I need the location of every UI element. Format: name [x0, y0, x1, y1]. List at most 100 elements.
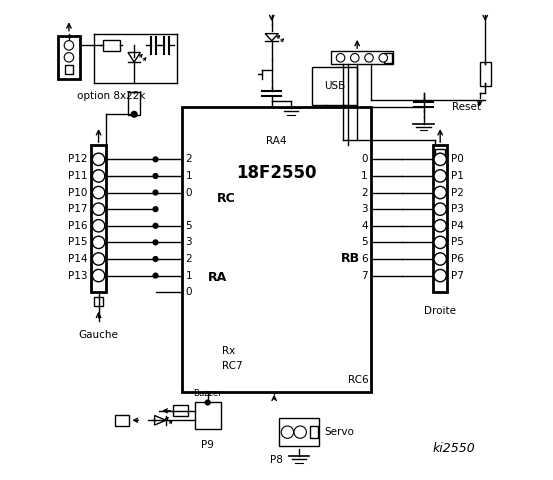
Bar — [115, 415, 129, 426]
Text: P15: P15 — [68, 238, 88, 247]
Text: P13: P13 — [68, 271, 88, 281]
Text: 0: 0 — [185, 287, 192, 297]
Circle shape — [64, 41, 74, 50]
Text: P10: P10 — [69, 188, 88, 198]
Text: RC7: RC7 — [222, 361, 243, 371]
Circle shape — [131, 111, 137, 117]
Text: P9: P9 — [201, 441, 214, 450]
Bar — [310, 426, 318, 438]
Circle shape — [92, 203, 105, 216]
Bar — [103, 40, 120, 51]
Bar — [91, 145, 106, 292]
Text: Gauche: Gauche — [79, 330, 118, 340]
Text: P17: P17 — [68, 204, 88, 214]
Text: 2: 2 — [361, 188, 368, 198]
Circle shape — [64, 53, 74, 62]
Circle shape — [434, 219, 446, 232]
Circle shape — [92, 269, 105, 282]
Text: 18F2550: 18F2550 — [236, 164, 317, 181]
Bar — [279, 418, 319, 446]
Circle shape — [379, 54, 388, 62]
Text: RC: RC — [217, 192, 236, 205]
Text: USB: USB — [324, 81, 345, 91]
Text: P14: P14 — [68, 254, 88, 264]
Text: Servo: Servo — [324, 427, 354, 437]
Text: P5: P5 — [451, 238, 464, 247]
Bar — [331, 51, 393, 64]
Bar — [181, 107, 372, 392]
Circle shape — [434, 170, 446, 182]
Bar — [312, 67, 357, 105]
Bar — [58, 36, 80, 79]
Text: P6: P6 — [451, 254, 464, 264]
Circle shape — [365, 54, 373, 62]
Bar — [94, 297, 103, 306]
Text: 1: 1 — [185, 171, 192, 181]
Circle shape — [92, 153, 105, 166]
Text: P16: P16 — [68, 221, 88, 231]
Circle shape — [294, 426, 306, 438]
Circle shape — [92, 236, 105, 249]
Circle shape — [92, 186, 105, 199]
Bar — [128, 92, 140, 116]
Text: 5: 5 — [185, 221, 192, 231]
Text: 2: 2 — [185, 254, 192, 264]
Bar — [384, 53, 392, 62]
Circle shape — [153, 223, 158, 228]
Circle shape — [153, 157, 158, 162]
Bar — [435, 149, 445, 158]
Circle shape — [434, 203, 446, 216]
Text: ki2550: ki2550 — [433, 442, 476, 455]
Text: Reset: Reset — [451, 102, 481, 112]
Text: 0: 0 — [185, 188, 192, 198]
Circle shape — [92, 253, 105, 265]
Text: RC6: RC6 — [348, 375, 368, 385]
Circle shape — [153, 240, 158, 245]
Text: P11: P11 — [68, 171, 88, 181]
Circle shape — [153, 273, 158, 278]
Text: Buzzer: Buzzer — [194, 389, 222, 398]
Circle shape — [434, 269, 446, 282]
Text: 0: 0 — [361, 155, 368, 164]
Circle shape — [434, 236, 446, 249]
Text: P0: P0 — [451, 155, 464, 164]
Text: 3: 3 — [361, 204, 368, 214]
Circle shape — [281, 426, 294, 438]
Text: P1: P1 — [451, 171, 464, 181]
Circle shape — [92, 219, 105, 232]
Text: RA4: RA4 — [266, 136, 287, 146]
Circle shape — [434, 186, 446, 199]
Text: P8: P8 — [270, 455, 283, 465]
Text: P12: P12 — [68, 155, 88, 164]
Text: option 8x22k: option 8x22k — [77, 91, 146, 100]
Circle shape — [92, 170, 105, 182]
Text: 1: 1 — [361, 171, 368, 181]
Text: 1: 1 — [185, 271, 192, 281]
Text: RA: RA — [208, 272, 227, 285]
Bar — [433, 145, 447, 292]
Bar — [479, 62, 491, 86]
Bar — [195, 403, 221, 429]
Text: 3: 3 — [185, 238, 192, 247]
Text: RB: RB — [341, 252, 359, 264]
Text: 2: 2 — [185, 155, 192, 164]
Text: 4: 4 — [361, 221, 368, 231]
Bar — [173, 405, 187, 417]
Text: P3: P3 — [451, 204, 464, 214]
Circle shape — [205, 400, 210, 405]
Circle shape — [153, 207, 158, 212]
Circle shape — [434, 253, 446, 265]
Text: Rx: Rx — [222, 347, 235, 357]
Text: P7: P7 — [451, 271, 464, 281]
Text: 6: 6 — [361, 254, 368, 264]
Circle shape — [153, 257, 158, 261]
Circle shape — [153, 174, 158, 179]
Bar — [65, 65, 73, 73]
Text: P2: P2 — [451, 188, 464, 198]
Text: Droite: Droite — [424, 306, 456, 316]
Circle shape — [434, 153, 446, 166]
Text: 7: 7 — [361, 271, 368, 281]
Circle shape — [336, 54, 345, 62]
Circle shape — [153, 190, 158, 195]
Text: P4: P4 — [451, 221, 464, 231]
